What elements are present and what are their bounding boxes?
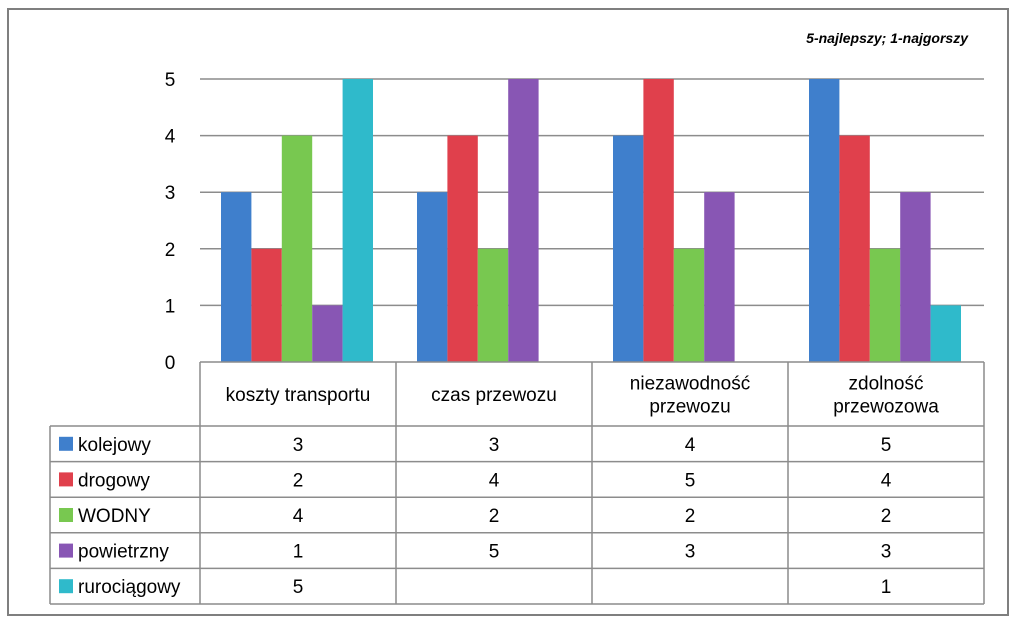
table-cell-value: 3 bbox=[685, 542, 696, 563]
data-table: koszty transportu czas przewozu niezawodno… bbox=[49, 361, 985, 605]
legend-label: rurociągowy bbox=[78, 577, 181, 598]
bar-drogowy-1 bbox=[447, 135, 478, 362]
legend-swatch-rurociągowy bbox=[59, 579, 73, 594]
bar-powietrzny-3 bbox=[900, 192, 931, 362]
y-axis-ticks: 0 1 2 3 4 5 bbox=[165, 70, 176, 374]
legend-swatch-WODNY bbox=[59, 508, 73, 522]
category-label: niezawodność bbox=[630, 374, 750, 395]
bar-drogowy-3 bbox=[839, 135, 870, 362]
bar-kolejowy-3 bbox=[809, 79, 840, 362]
bar-drogowy-0 bbox=[251, 248, 282, 362]
table-cell-value: 5 bbox=[881, 435, 892, 456]
legend-label: drogowy bbox=[78, 470, 150, 491]
y-tick-label: 1 bbox=[165, 296, 176, 317]
legend-label: kolejowy bbox=[78, 435, 151, 456]
category-label: przewozu bbox=[649, 397, 730, 418]
legend-swatch-drogowy bbox=[59, 472, 73, 487]
bar-kolejowy-2 bbox=[613, 135, 644, 362]
legend-label: WODNY bbox=[78, 506, 151, 527]
bar-drogowy-2 bbox=[643, 79, 674, 362]
bar-powietrzny-0 bbox=[312, 305, 343, 362]
legend-swatch-kolejowy bbox=[59, 436, 73, 451]
bar-WODNY-2 bbox=[673, 248, 705, 362]
table-cell-value: 3 bbox=[293, 435, 304, 456]
table-cell-value: 5 bbox=[293, 577, 304, 598]
bar-rurociągowy-3 bbox=[930, 305, 961, 362]
y-tick-label: 2 bbox=[165, 240, 176, 261]
category-label: czas przewozu bbox=[431, 385, 557, 406]
bar-powietrzny-1 bbox=[508, 79, 539, 362]
table-cell-value: 2 bbox=[881, 506, 892, 527]
y-tick-label: 3 bbox=[165, 183, 176, 204]
y-tick-label: 5 bbox=[165, 70, 176, 91]
bars bbox=[221, 79, 961, 362]
legend-label: powietrzny bbox=[78, 542, 169, 563]
legend-swatch-powietrzny bbox=[59, 543, 73, 558]
y-tick-label: 0 bbox=[165, 353, 176, 374]
bar-WODNY-3 bbox=[869, 248, 901, 362]
bar-WODNY-0 bbox=[281, 135, 313, 362]
category-label: koszty transportu bbox=[226, 385, 371, 406]
table-cell-value: 4 bbox=[293, 506, 304, 527]
table-cell-value: 1 bbox=[881, 577, 892, 598]
bar-rurociągowy-0 bbox=[342, 79, 373, 362]
bar-WODNY-1 bbox=[477, 248, 509, 362]
table-cell-value: 2 bbox=[489, 506, 500, 527]
bar-kolejowy-1 bbox=[417, 192, 448, 362]
table-cell-value: 2 bbox=[293, 470, 304, 491]
bar-powietrzny-2 bbox=[704, 192, 735, 362]
table-cell-value: 1 bbox=[293, 542, 304, 563]
table-cell-value: 4 bbox=[881, 470, 892, 491]
table-cell-value: 3 bbox=[489, 435, 500, 456]
category-label: zdolność bbox=[849, 374, 924, 395]
table-cell-value: 5 bbox=[489, 542, 500, 563]
table-cell-value: 2 bbox=[685, 506, 696, 527]
table-cell-value: 4 bbox=[489, 470, 500, 491]
bar-kolejowy-0 bbox=[221, 192, 252, 362]
y-tick-label: 4 bbox=[165, 127, 176, 148]
table-cell-value: 3 bbox=[881, 542, 892, 563]
table-cell-value: 5 bbox=[685, 470, 696, 491]
table-cell-value: 4 bbox=[685, 435, 696, 456]
rating-note: 5-najlepszy; 1-najgorszy bbox=[806, 30, 969, 46]
category-label: przewozowa bbox=[833, 397, 939, 418]
